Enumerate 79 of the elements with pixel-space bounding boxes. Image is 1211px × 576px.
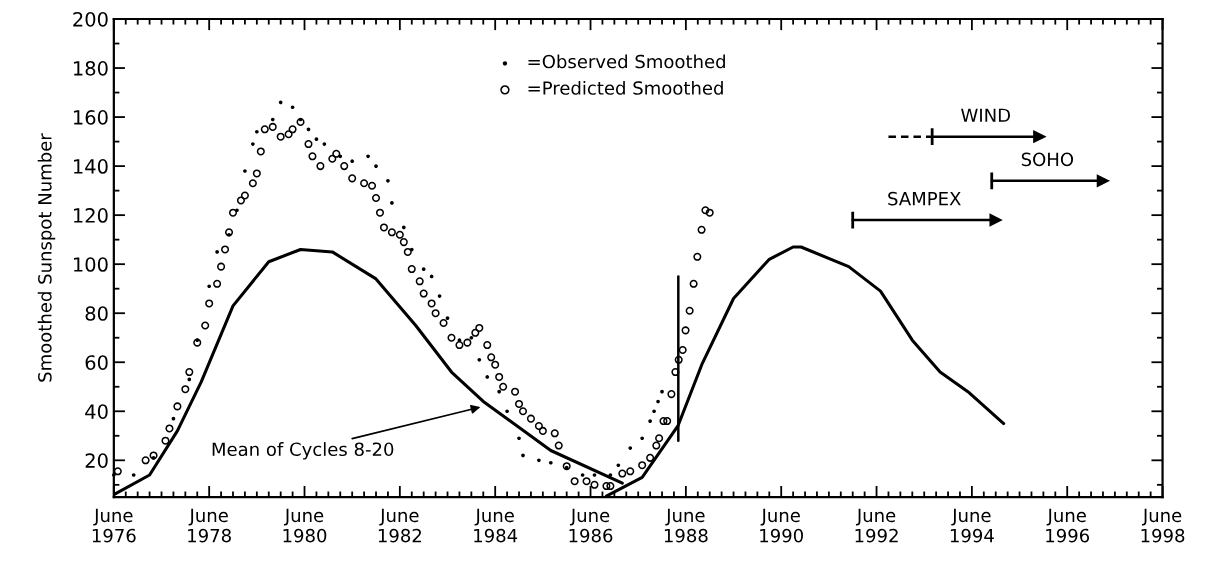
x-tick-label: June 1982 <box>378 508 422 543</box>
point <box>469 335 474 340</box>
x-tick-label: June 1984 <box>474 508 518 543</box>
point <box>255 129 259 134</box>
point <box>374 164 378 168</box>
x-tick-label: June 1992 <box>855 508 898 543</box>
point <box>640 436 645 441</box>
point <box>322 142 327 146</box>
point <box>243 169 247 173</box>
point <box>187 377 192 382</box>
point <box>652 409 656 414</box>
point <box>1096 174 1110 188</box>
point <box>314 137 319 141</box>
x-tick-label: June 1978 <box>188 508 231 543</box>
y-tick-label: 100 <box>73 257 108 272</box>
point <box>628 446 633 450</box>
point <box>989 213 1002 227</box>
y-tick-label: 40 <box>85 404 108 419</box>
point <box>1033 130 1046 143</box>
point <box>151 456 156 460</box>
y-tick-label: 60 <box>85 355 108 370</box>
y-tick-label: 180 <box>73 61 108 76</box>
point <box>517 436 521 441</box>
point <box>306 127 311 132</box>
x-tick-label: June 1986 <box>569 508 613 543</box>
point <box>497 389 501 394</box>
point <box>390 201 394 205</box>
y-axis-title: Smoothed Sunspot Number <box>37 133 56 382</box>
y-tick-label: 80 <box>85 306 108 321</box>
point <box>112 473 116 477</box>
x-tick-label: June 1988 <box>664 508 708 543</box>
x-tick-label: June 1998 <box>1141 508 1185 543</box>
point <box>409 247 414 252</box>
y-tick-label: 200 <box>73 11 108 27</box>
point <box>656 399 660 404</box>
point <box>131 473 136 477</box>
point <box>648 419 652 423</box>
series-label: SOHO <box>1021 152 1074 167</box>
point <box>537 458 541 463</box>
point <box>401 225 406 230</box>
annotation: Mean of Cycles 8-20 <box>212 442 394 460</box>
point <box>195 338 200 343</box>
point <box>366 154 370 159</box>
point <box>521 453 525 458</box>
point <box>485 375 490 379</box>
point <box>338 154 343 159</box>
y-tick-label: 140 <box>73 159 108 174</box>
point <box>445 316 450 320</box>
point <box>580 473 585 477</box>
x-tick-label: June 1980 <box>283 508 327 543</box>
x-tick-label: June 1996 <box>1046 508 1090 543</box>
point <box>477 357 482 362</box>
y-tick-label: 160 <box>73 110 108 125</box>
x-tick-label: June 1994 <box>950 508 994 543</box>
legend-label: =Predicted Smoothed <box>528 80 723 95</box>
point <box>270 117 275 122</box>
point <box>616 463 621 468</box>
point <box>207 284 212 289</box>
point <box>457 338 462 343</box>
legend-label: =Observed Smoothed <box>528 54 725 69</box>
point <box>592 473 597 477</box>
point <box>227 232 231 237</box>
point <box>548 460 553 465</box>
point <box>290 105 295 110</box>
point <box>251 142 255 146</box>
point <box>215 250 219 254</box>
point <box>505 409 509 414</box>
point <box>608 473 613 477</box>
series-label: SAMPEX <box>888 191 961 206</box>
y-tick-label: 20 <box>85 453 108 468</box>
point <box>235 208 239 213</box>
point <box>386 178 390 183</box>
point <box>421 267 426 271</box>
point <box>660 389 664 394</box>
y-tick-label: 120 <box>73 208 108 223</box>
series-label: WIND <box>961 108 1011 122</box>
x-tick-label: June 1990 <box>760 508 803 543</box>
point <box>350 159 355 164</box>
x-tick-label: June 1976 <box>92 508 136 543</box>
